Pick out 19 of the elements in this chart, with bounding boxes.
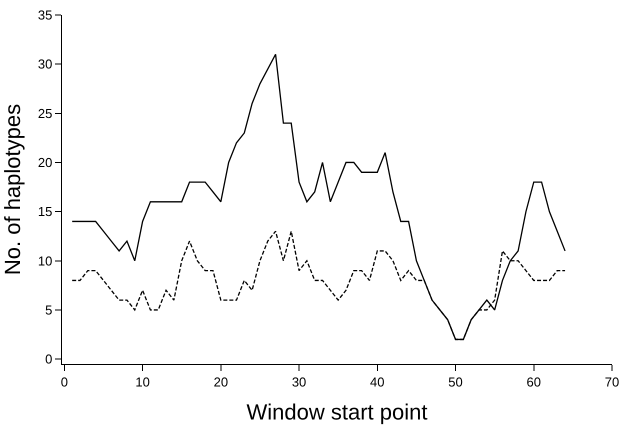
y-tick-label: 0 (45, 352, 52, 367)
x-tick-label: 10 (135, 374, 150, 390)
x-axis-title: Window start point (246, 400, 428, 424)
y-tick-label: 20 (38, 155, 52, 170)
x-tick-label: 20 (214, 374, 228, 390)
y-tick-label: 10 (38, 253, 52, 268)
y-tick-label: 35 (38, 8, 52, 23)
x-tick-label: 0 (60, 374, 68, 390)
y-tick-label: 25 (38, 106, 52, 121)
x-tick-label: 60 (526, 374, 541, 390)
x-tick-label: 50 (448, 374, 463, 390)
x-tick-label: 70 (604, 374, 620, 390)
line-series (72, 54, 566, 340)
x-tick-label: 40 (370, 374, 385, 390)
y-tick-label: 5 (45, 302, 52, 318)
x-tick-label: 30 (292, 374, 306, 390)
y-tick-label: 30 (38, 56, 52, 72)
y-axis-title: No. of haplotypes (0, 104, 25, 276)
y-tick-label: 15 (38, 204, 52, 220)
